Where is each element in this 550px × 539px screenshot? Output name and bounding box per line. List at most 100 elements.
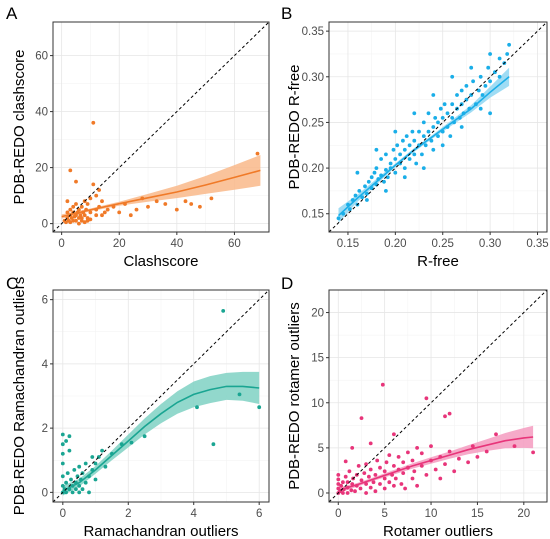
data-point (368, 441, 373, 446)
data-point (355, 170, 360, 175)
data-point (60, 474, 65, 479)
x-tick-label: 15 (471, 508, 484, 520)
data-point (375, 458, 380, 463)
y-tick-label: 0.30 (302, 72, 324, 84)
data-point (384, 152, 388, 157)
data-point (478, 74, 483, 79)
data-point (475, 455, 480, 459)
data-point (100, 199, 104, 204)
x-tick-label: 0.30 (479, 238, 501, 250)
data-point (77, 221, 81, 226)
data-point (399, 482, 404, 486)
x-tick-label: 0 (60, 508, 66, 520)
data-point (365, 198, 369, 202)
data-point (438, 106, 443, 111)
data-point (100, 448, 104, 453)
data-point (433, 116, 438, 120)
data-point (392, 464, 396, 468)
data-point (443, 462, 447, 466)
x-tick-label: 10 (425, 508, 438, 520)
data-point (424, 396, 429, 401)
data-point (146, 204, 150, 209)
data-point (83, 480, 88, 485)
data-point (67, 434, 72, 439)
data-point (343, 459, 348, 464)
data-point (359, 416, 364, 420)
x-tick-label: 0.20 (384, 238, 406, 250)
data-point (85, 202, 90, 206)
data-point (237, 392, 242, 397)
data-point (507, 42, 511, 47)
data-point (336, 477, 341, 482)
data-point (347, 469, 352, 474)
data-point (452, 469, 457, 474)
data-point (401, 471, 406, 475)
data-point (401, 138, 405, 143)
data-point (71, 218, 76, 223)
data-point (68, 207, 73, 212)
data-point (74, 179, 78, 184)
data-point (412, 152, 417, 157)
data-point (360, 195, 365, 200)
data-point (77, 484, 82, 488)
data-point (97, 188, 101, 192)
data-point (343, 474, 348, 479)
y-tick-label: 5 (318, 443, 324, 455)
data-point (471, 79, 475, 84)
data-point (447, 449, 452, 454)
data-point (415, 483, 419, 488)
data-point (348, 207, 352, 212)
data-point (163, 202, 168, 206)
data-point (85, 218, 90, 223)
x-axis-title: R-free (417, 253, 459, 270)
data-point (372, 170, 377, 175)
data-point (483, 84, 488, 88)
data-point (83, 461, 88, 466)
y-axis-title: PDB-REDO rotamer outliers (286, 302, 303, 490)
data-point (336, 216, 341, 221)
y-tick-label: 20 (311, 308, 324, 320)
data-point (396, 455, 401, 459)
x-tick-label: 0 (58, 238, 64, 250)
y-tick-label: 0 (318, 488, 324, 500)
confidence-band (62, 371, 260, 496)
data-point (497, 56, 502, 61)
x-axis-title: Clashscore (123, 253, 198, 270)
gridlines (329, 22, 547, 232)
data-point (443, 414, 447, 419)
data-point (512, 444, 517, 448)
x-tick-label: 0.15 (337, 238, 359, 250)
data-point (419, 464, 424, 468)
data-point (341, 491, 345, 495)
data-point (209, 196, 214, 201)
data-point (350, 482, 355, 486)
data-point (392, 432, 396, 437)
data-point (71, 204, 76, 209)
data-point (183, 199, 188, 204)
data-point (65, 210, 70, 215)
data-point (415, 446, 419, 450)
data-point (414, 161, 419, 166)
gridlines (53, 22, 269, 232)
x-tick-label: 60 (228, 238, 241, 250)
data-point (470, 444, 475, 448)
data-point (363, 184, 367, 189)
data-point (420, 152, 424, 157)
y-tick-label: 4 (42, 359, 49, 371)
data-point (79, 204, 84, 209)
data-point (497, 74, 502, 79)
y-tick-label: 40 (35, 107, 48, 119)
data-point (362, 471, 367, 475)
identity-line (329, 290, 547, 502)
identity-line (53, 22, 269, 232)
data-point (407, 143, 412, 148)
data-point (402, 166, 407, 171)
data-point (429, 138, 434, 143)
data-point (387, 453, 392, 457)
data-point (105, 207, 110, 212)
data-point (393, 129, 398, 134)
data-point (356, 464, 361, 468)
x-tick-label: 2 (125, 508, 131, 520)
data-point (410, 476, 415, 481)
data-point (505, 52, 510, 56)
